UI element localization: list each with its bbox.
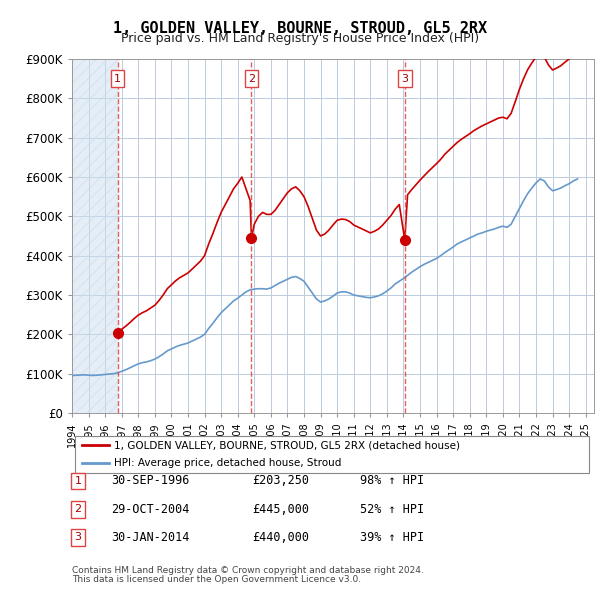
Text: 52% ↑ HPI: 52% ↑ HPI bbox=[360, 503, 424, 516]
Text: Contains HM Land Registry data © Crown copyright and database right 2024.: Contains HM Land Registry data © Crown c… bbox=[72, 566, 424, 575]
Text: 3: 3 bbox=[74, 533, 82, 542]
Text: £445,000: £445,000 bbox=[252, 503, 309, 516]
Text: Price paid vs. HM Land Registry's House Price Index (HPI): Price paid vs. HM Land Registry's House … bbox=[121, 32, 479, 45]
Bar bbox=[72, 59, 118, 413]
Text: 2: 2 bbox=[248, 74, 255, 84]
Text: 1: 1 bbox=[74, 476, 82, 486]
Bar bbox=[72, 59, 118, 413]
FancyBboxPatch shape bbox=[74, 435, 589, 473]
Text: 30-SEP-1996: 30-SEP-1996 bbox=[111, 474, 190, 487]
Text: HPI: Average price, detached house, Stroud: HPI: Average price, detached house, Stro… bbox=[114, 458, 341, 468]
Text: £203,250: £203,250 bbox=[252, 474, 309, 487]
Text: 29-OCT-2004: 29-OCT-2004 bbox=[111, 503, 190, 516]
Text: 1, GOLDEN VALLEY, BOURNE, STROUD, GL5 2RX (detached house): 1, GOLDEN VALLEY, BOURNE, STROUD, GL5 2R… bbox=[114, 440, 460, 450]
Text: 3: 3 bbox=[401, 74, 408, 84]
Text: £440,000: £440,000 bbox=[252, 531, 309, 544]
Text: This data is licensed under the Open Government Licence v3.0.: This data is licensed under the Open Gov… bbox=[72, 575, 361, 584]
Text: 39% ↑ HPI: 39% ↑ HPI bbox=[360, 531, 424, 544]
Text: 98% ↑ HPI: 98% ↑ HPI bbox=[360, 474, 424, 487]
Text: 2: 2 bbox=[74, 504, 82, 514]
Text: 30-JAN-2014: 30-JAN-2014 bbox=[111, 531, 190, 544]
Text: 1, GOLDEN VALLEY, BOURNE, STROUD, GL5 2RX: 1, GOLDEN VALLEY, BOURNE, STROUD, GL5 2R… bbox=[113, 21, 487, 35]
Text: 1: 1 bbox=[114, 74, 121, 84]
